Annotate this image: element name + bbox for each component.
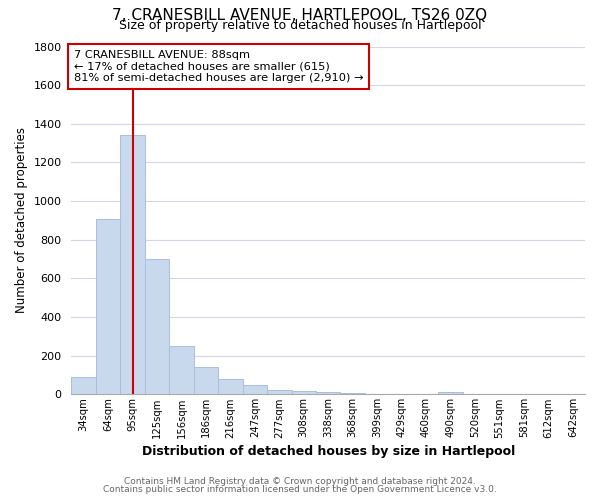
Bar (242, 384, 267, 394)
Text: 7, CRANESBILL AVENUE, HARTLEPOOL, TS26 0ZQ: 7, CRANESBILL AVENUE, HARTLEPOOL, TS26 0… (112, 8, 488, 22)
Bar (96, 218, 121, 394)
Bar (292, 390, 316, 394)
X-axis label: Distribution of detached houses by size in Hartlepool: Distribution of detached houses by size … (142, 444, 515, 458)
Bar (194, 368, 218, 394)
Text: Size of property relative to detached houses in Hartlepool: Size of property relative to detached ho… (119, 18, 481, 32)
Bar (71, 377, 96, 394)
Bar (169, 346, 194, 395)
Bar (145, 259, 169, 394)
Bar (438, 392, 463, 394)
Bar (218, 379, 242, 394)
Bar (121, 136, 145, 394)
Bar (267, 390, 292, 394)
Bar (316, 392, 340, 394)
Text: 7 CRANESBILL AVENUE: 88sqm
← 17% of detached houses are smaller (615)
81% of sem: 7 CRANESBILL AVENUE: 88sqm ← 17% of deta… (74, 50, 364, 83)
Y-axis label: Number of detached properties: Number of detached properties (15, 128, 28, 314)
Text: Contains HM Land Registry data © Crown copyright and database right 2024.: Contains HM Land Registry data © Crown c… (124, 477, 476, 486)
Text: Contains public sector information licensed under the Open Government Licence v3: Contains public sector information licen… (103, 485, 497, 494)
